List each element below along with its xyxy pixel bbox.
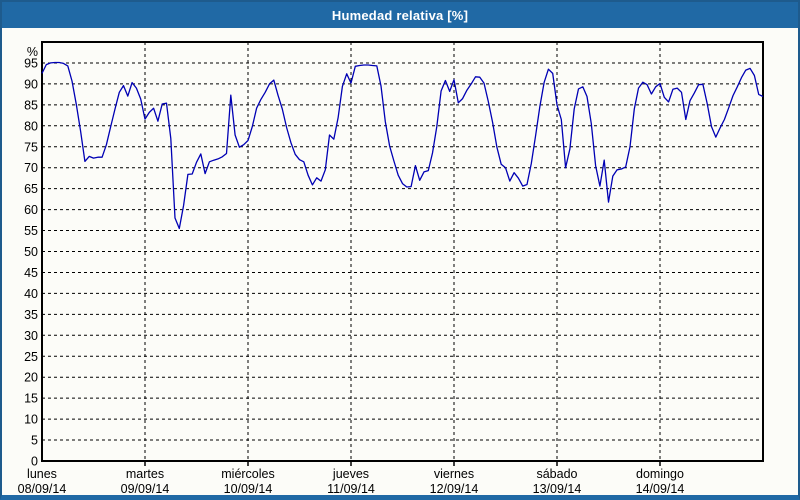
svg-text:13/09/14: 13/09/14: [533, 482, 582, 495]
humidity-line-chart: 0 5 10 15 20 25 30 35 40 45 50 55 60 65 70 75 80 85 90 95 %…: [18, 41, 764, 495]
svg-text:martes: martes: [126, 467, 164, 481]
svg-text:12/09/14: 12/09/14: [430, 482, 479, 495]
svg-text:15: 15: [24, 392, 38, 406]
svg-text:30: 30: [24, 329, 38, 343]
y-axis-tick-labels: 0 5 10 15 20 25 30 35 40 45 50 55 60 65 70 75 80 85 90 95: [24, 56, 38, 468]
svg-text:40: 40: [24, 287, 38, 301]
svg-text:70: 70: [24, 161, 38, 175]
chart-title: Humedad relativa [%]: [331, 7, 469, 23]
svg-text:10: 10: [24, 413, 38, 427]
y-axis-unit-label: %: [27, 45, 38, 59]
svg-text:0: 0: [31, 455, 38, 469]
svg-text:50: 50: [24, 245, 38, 259]
svg-text:85: 85: [24, 98, 38, 112]
humidity-series-line: [41, 61, 764, 230]
svg-text:80: 80: [24, 119, 38, 133]
plot-border: [41, 41, 764, 462]
svg-text:10/09/14: 10/09/14: [224, 482, 273, 495]
svg-text:viernes: viernes: [434, 467, 474, 481]
svg-text:90: 90: [24, 77, 38, 91]
svg-text:65: 65: [24, 182, 38, 196]
chart-title-bar: Humedad relativa [%]: [2, 2, 798, 28]
svg-text:14/09/14: 14/09/14: [636, 482, 685, 495]
svg-text:45: 45: [24, 266, 38, 280]
svg-text:%: %: [27, 45, 38, 59]
svg-text:25: 25: [24, 350, 38, 364]
svg-text:95: 95: [24, 56, 38, 70]
svg-text:lunes: lunes: [27, 467, 57, 481]
svg-text:20: 20: [24, 371, 38, 385]
chart-area: 0 5 10 15 20 25 30 35 40 45 50 55 60 65 70 75 80 85 90 95 %…: [2, 28, 798, 495]
svg-text:60: 60: [24, 203, 38, 217]
svg-text:miércoles: miércoles: [221, 467, 275, 481]
svg-text:domingo: domingo: [636, 467, 684, 481]
svg-text:08/09/14: 08/09/14: [18, 482, 67, 495]
svg-text:sábado: sábado: [536, 467, 577, 481]
svg-text:jueves: jueves: [332, 467, 369, 481]
svg-text:09/09/14: 09/09/14: [121, 482, 170, 495]
svg-text:11/09/14: 11/09/14: [327, 482, 375, 495]
svg-text:75: 75: [24, 140, 38, 154]
x-gridlines: [144, 42, 661, 461]
svg-text:35: 35: [24, 308, 38, 322]
svg-text:5: 5: [31, 434, 38, 448]
svg-text:55: 55: [24, 224, 38, 238]
y-gridlines: [42, 62, 763, 441]
